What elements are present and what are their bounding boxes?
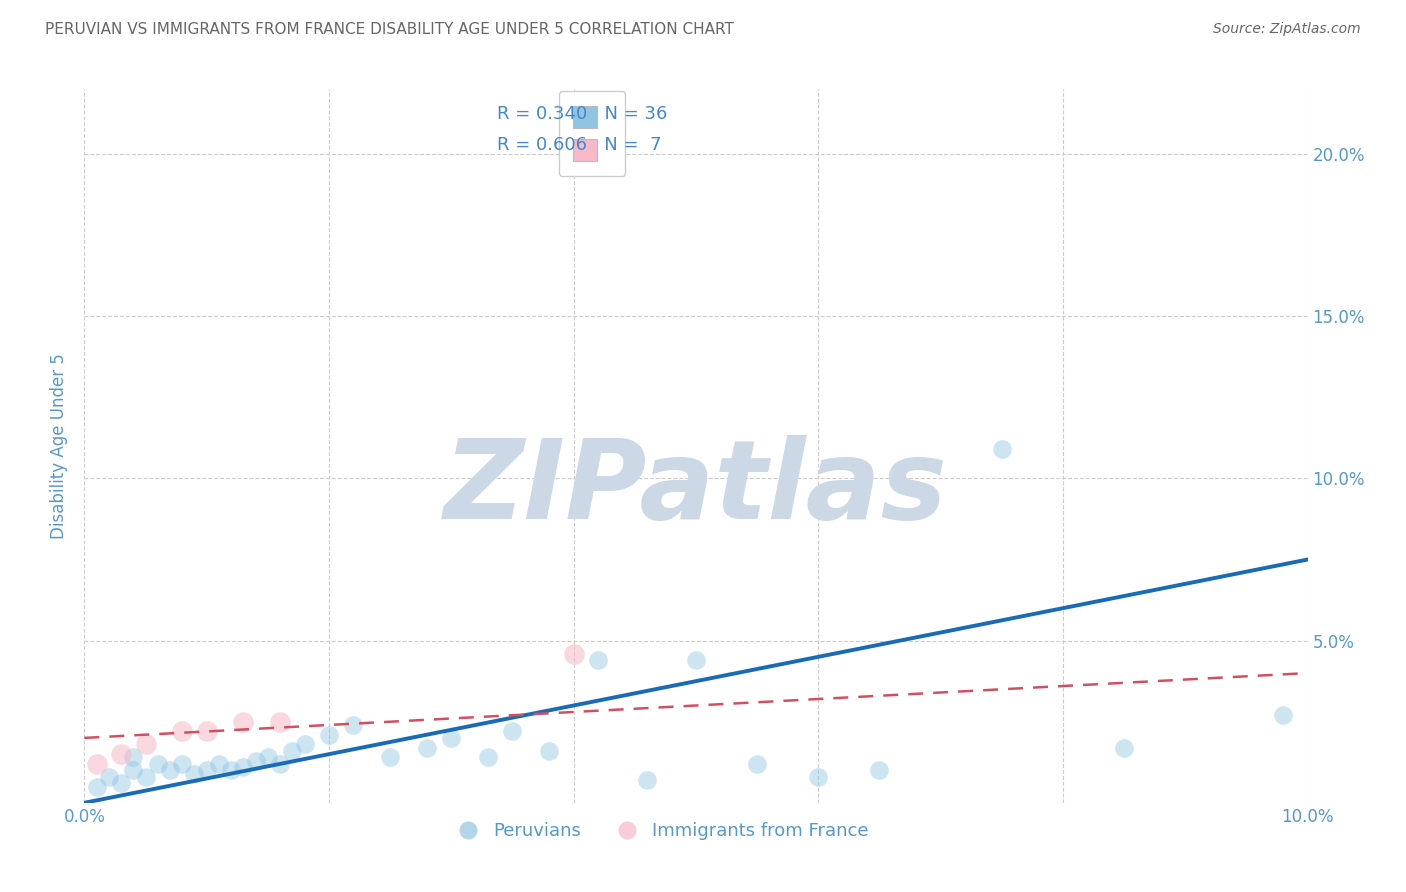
Point <box>232 714 254 729</box>
Point <box>747 756 769 771</box>
Point <box>135 738 157 752</box>
Point <box>807 770 830 784</box>
Text: R = 0.340   N = 36: R = 0.340 N = 36 <box>496 105 666 123</box>
Point <box>1272 708 1295 723</box>
Text: ZIPatlas: ZIPatlas <box>444 435 948 542</box>
Text: Source: ZipAtlas.com: Source: ZipAtlas.com <box>1213 22 1361 37</box>
Point <box>269 714 291 729</box>
Point <box>172 724 194 739</box>
Point <box>281 744 304 758</box>
Point <box>146 756 169 771</box>
Point <box>232 760 254 774</box>
Point <box>538 744 561 758</box>
Text: PERUVIAN VS IMMIGRANTS FROM FRANCE DISABILITY AGE UNDER 5 CORRELATION CHART: PERUVIAN VS IMMIGRANTS FROM FRANCE DISAB… <box>45 22 734 37</box>
Point <box>110 747 132 761</box>
Point <box>416 740 439 755</box>
Point <box>869 764 891 778</box>
Point <box>122 764 145 778</box>
Point <box>195 764 218 778</box>
Point <box>97 770 120 784</box>
Point <box>86 780 108 794</box>
Point <box>440 731 463 745</box>
Point <box>257 750 280 764</box>
Point <box>586 653 609 667</box>
Point <box>1114 740 1136 755</box>
Point <box>294 738 316 752</box>
Point <box>110 776 132 790</box>
Point <box>685 653 707 667</box>
Point <box>122 750 145 764</box>
Point <box>562 647 585 661</box>
Point <box>636 773 658 788</box>
Point <box>172 756 194 771</box>
Point <box>219 764 242 778</box>
Point <box>502 724 524 739</box>
Point <box>342 718 364 732</box>
Point <box>135 770 157 784</box>
Y-axis label: Disability Age Under 5: Disability Age Under 5 <box>51 353 69 539</box>
Point <box>159 764 181 778</box>
Point <box>86 756 108 771</box>
Point <box>477 750 499 764</box>
Point <box>183 766 205 780</box>
Text: R = 0.606   N =  7: R = 0.606 N = 7 <box>496 136 661 153</box>
Point <box>380 750 402 764</box>
Point <box>269 756 291 771</box>
Legend: Peruvians, Immigrants from France: Peruvians, Immigrants from France <box>443 815 876 847</box>
Point <box>318 728 340 742</box>
Point <box>245 754 267 768</box>
Point <box>195 724 218 739</box>
Point <box>208 756 231 771</box>
Point <box>991 442 1014 457</box>
